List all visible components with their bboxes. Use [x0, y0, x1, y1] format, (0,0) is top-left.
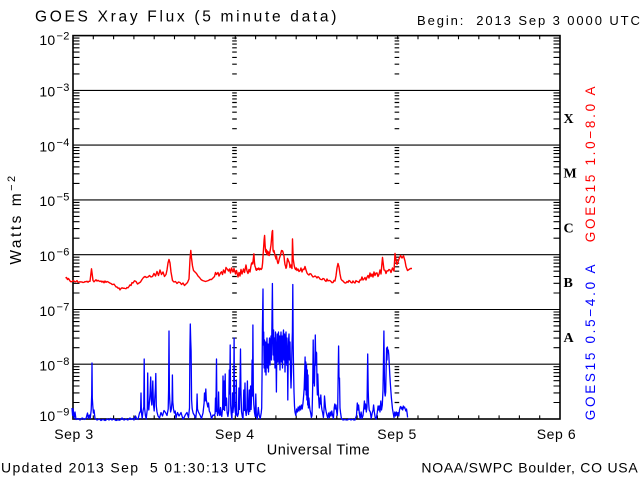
svg-text:10: 10 — [39, 193, 55, 209]
svg-text:−4: −4 — [57, 137, 70, 149]
svg-text:C: C — [564, 221, 574, 236]
svg-text:10: 10 — [39, 138, 55, 154]
svg-text:−7: −7 — [57, 301, 70, 313]
svg-text:−6: −6 — [57, 247, 70, 259]
svg-text:NOAA/SWPC Boulder, CO USA: NOAA/SWPC Boulder, CO USA — [421, 460, 638, 476]
svg-text:10: 10 — [39, 32, 55, 48]
svg-text:X: X — [564, 112, 574, 127]
svg-text:GOES15 1.0−8.0 A: GOES15 1.0−8.0 A — [583, 84, 598, 242]
svg-text:Sep 5: Sep 5 — [377, 426, 417, 442]
svg-text:Sep 4: Sep 4 — [215, 426, 255, 442]
svg-text:Sep 3: Sep 3 — [54, 426, 94, 442]
svg-text:−5: −5 — [57, 192, 70, 204]
svg-text:GOES Xray Flux (5 minute data): GOES Xray Flux (5 minute data) — [35, 9, 339, 26]
svg-text:GOES15 0.5−4.0 A: GOES15 0.5−4.0 A — [583, 262, 598, 420]
svg-text:Universal Time: Universal Time — [267, 443, 371, 459]
svg-text:−9: −9 — [57, 406, 70, 418]
svg-text:Sep 6: Sep 6 — [537, 426, 577, 442]
svg-text:10: 10 — [39, 303, 55, 319]
svg-text:10: 10 — [39, 358, 55, 374]
svg-text:Updated 2013 Sep 5 01:30:13 U: Updated 2013 Sep 5 01:30:13 UTC — [1, 460, 268, 476]
svg-text:M: M — [564, 167, 577, 182]
svg-text:10: 10 — [39, 248, 55, 264]
svg-text:10: 10 — [39, 408, 55, 424]
svg-text:Begin: 2013 Sep 3 0000 UTC: Begin: 2013 Sep 3 0000 UTC — [417, 13, 640, 28]
svg-text:B: B — [564, 276, 573, 291]
svg-text:−3: −3 — [57, 82, 70, 94]
svg-text:−2: −2 — [57, 30, 70, 42]
svg-text:A: A — [564, 331, 575, 346]
svg-text:10: 10 — [39, 84, 55, 100]
svg-text:Watts m−2: Watts m−2 — [6, 173, 25, 264]
svg-text:−8: −8 — [57, 356, 70, 368]
